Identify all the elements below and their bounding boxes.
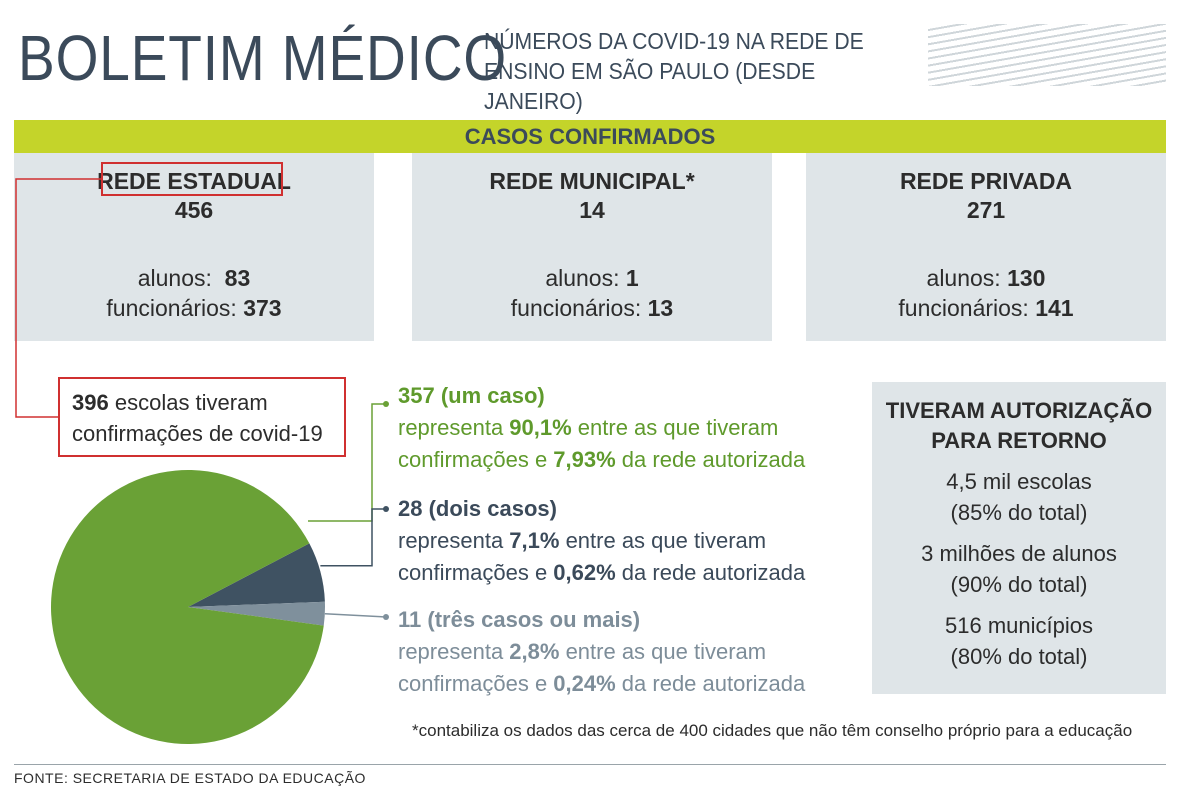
leader-lines <box>308 401 389 620</box>
network-box-estadual: REDE ESTADUAL 456 alunos: 83 funcionário… <box>14 153 374 341</box>
network-box-privada: REDE PRIVADA 271 alunos: 130 funcionário… <box>806 153 1166 341</box>
entry-line-1: representa 7,1% entre as que tiveram <box>398 525 858 557</box>
escolas-text-2: confirmações de covid-19 <box>72 421 323 446</box>
footnote: *contabiliza os dados das cerca de 400 c… <box>412 721 1133 740</box>
connector-estadual <box>15 178 101 418</box>
alunos-label: alunos: <box>926 265 1001 291</box>
network-total: 14 <box>579 197 605 223</box>
entry-head: 357 (um caso) <box>398 383 545 408</box>
subtitle-line-2: ENSINO EM SÃO PAULO (DESDE JANEIRO) <box>484 58 816 114</box>
authorization-line: (90% do total) <box>950 572 1088 597</box>
section-band-label: CASOS CONFIRMADOS <box>464 124 716 149</box>
escolas-callout: 396 escolas tiveram confirmações de covi… <box>58 377 346 457</box>
network-name: REDE PRIVADA <box>899 168 1073 194</box>
funcionarios-label: funcionários: <box>510 295 642 321</box>
escolas-count: 396 <box>72 390 109 415</box>
pie-chart <box>51 470 325 745</box>
alunos-value: 1 <box>625 265 639 291</box>
entry-pre-2: confirmações e <box>398 671 554 696</box>
funcionarios-label: funcionários: <box>898 295 1029 321</box>
authorization-title-2: PARA RETORNO <box>931 428 1107 453</box>
funcionarios-value: 141 <box>1035 295 1074 321</box>
escolas-line-1: 396 escolas tiveram <box>72 387 332 418</box>
entry-head: 28 (dois casos) <box>398 496 557 521</box>
leader-dot-1 <box>383 401 389 407</box>
entry-line-1: representa 2,8% entre as que tiveram <box>398 636 858 668</box>
slice-entry-one-case: 357 (um caso) representa 90,1% entre as … <box>398 380 858 476</box>
alunos-value: 130 <box>1007 265 1046 291</box>
decorative-hatch <box>928 24 1166 86</box>
pie-slice-3 <box>188 601 325 626</box>
leader-line-2 <box>320 508 386 567</box>
authorization-line: 4,5 mil escolas <box>946 469 1092 494</box>
alunos-label: alunos: <box>137 265 212 291</box>
funcionarios-label: funcionários: <box>106 295 237 321</box>
leader-line-3 <box>324 612 387 618</box>
entry-line-2: confirmações e 0,24% da rede autorizada <box>398 668 858 700</box>
entry-line-2: confirmações e 7,93% da rede autorizada <box>398 444 858 476</box>
page-subtitle: NÚMEROS DA COVID-19 NA REDE DE ENSINO EM… <box>484 26 889 116</box>
authorization-line: 516 municípios <box>945 613 1093 638</box>
entry-pct-1: 90,1% <box>509 415 572 440</box>
authorization-box: TIVERAM AUTORIZAÇÃO PARA RETORNO 4,5 mil… <box>872 382 1166 694</box>
network-box-municipal: REDE MUNICIPAL* 14 alunos: 1 funcionário… <box>412 153 772 341</box>
network-name: REDE MUNICIPAL* <box>489 168 695 194</box>
entry-post: da rede autorizada <box>615 560 806 585</box>
network-total: 271 <box>966 197 1006 223</box>
entry-pct-2: 7,93% <box>553 447 616 472</box>
alunos-value: 83 <box>224 265 251 291</box>
leader-line-1 <box>308 403 386 522</box>
entry-mid: entre as que tiveram <box>559 639 767 664</box>
section-band <box>14 120 1166 153</box>
entry-post: da rede autorizada <box>615 671 806 696</box>
entry-mid: entre as que tiveram <box>559 528 767 553</box>
funcionarios-line: funcionários: 373 <box>14 293 374 323</box>
subtitle-line-1: NÚMEROS DA COVID-19 NA REDE DE <box>484 28 864 54</box>
entry-pre: representa <box>398 415 510 440</box>
entry-pct-2: 0,62% <box>553 560 616 585</box>
footer-divider <box>14 764 1166 765</box>
entry-pre: representa <box>398 528 510 553</box>
escolas-text-1: escolas tiveram <box>114 390 268 415</box>
funcionarios-line: funcionários: 13 <box>412 293 772 323</box>
page-title: BOLETIM MÉDICO <box>18 22 508 94</box>
entry-pre-2: confirmações e <box>398 447 554 472</box>
alunos-label: alunos: <box>545 265 620 291</box>
entry-pct-1: 7,1% <box>509 528 560 553</box>
source-credit: FONTE: SECRETARIA DE ESTADO DA EDUCAÇÃO <box>14 770 366 786</box>
authorization-line: 3 milhões de alunos <box>921 541 1117 566</box>
highlight-frame <box>101 162 283 196</box>
network-name: REDE ESTADUAL <box>97 168 291 194</box>
entry-pct-2: 0,24% <box>553 671 616 696</box>
alunos-line: alunos: 1 <box>412 263 772 293</box>
entry-post: da rede autorizada <box>615 447 806 472</box>
authorization-line: (80% do total) <box>950 644 1088 669</box>
network-total: 456 <box>174 197 214 223</box>
authorization-title-1: TIVERAM AUTORIZAÇÃO <box>885 398 1153 423</box>
alunos-line: alunos: 130 <box>806 263 1166 293</box>
entry-pct-1: 2,8% <box>509 639 560 664</box>
slice-entry-two-cases: 28 (dois casos) representa 7,1% entre as… <box>398 493 858 589</box>
entry-pre: representa <box>398 639 510 664</box>
authorization-line: (85% do total) <box>950 500 1088 525</box>
entry-head: 11 (três casos ou mais) <box>398 607 641 632</box>
funcionarios-line: funcionários: 141 <box>806 293 1166 323</box>
alunos-line: alunos: 83 <box>14 263 374 293</box>
funcionarios-value: 13 <box>647 295 674 321</box>
entry-pre-2: confirmações e <box>398 560 554 585</box>
pie-slice-1 <box>51 470 324 745</box>
leader-dot-2 <box>383 506 389 512</box>
funcionarios-value: 373 <box>243 295 282 321</box>
leader-dot-3 <box>383 614 389 620</box>
entry-mid: entre as que tiveram <box>571 415 779 440</box>
slice-entry-three-plus-cases: 11 (três casos ou mais) representa 2,8% … <box>398 604 858 700</box>
entry-line-2: confirmações e 0,62% da rede autorizada <box>398 557 858 589</box>
entry-line-1: representa 90,1% entre as que tiveram <box>398 412 858 444</box>
pie-slice-2 <box>188 543 325 607</box>
